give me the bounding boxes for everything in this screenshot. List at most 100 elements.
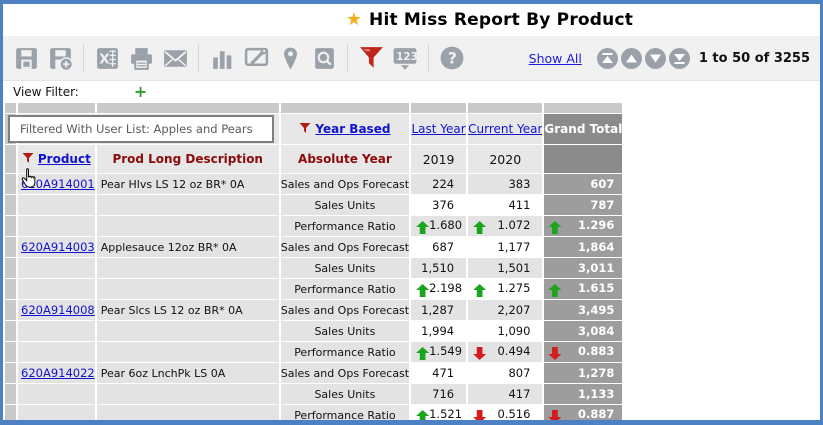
next-page-button[interactable] xyxy=(645,48,666,69)
svg-text:123: 123 xyxy=(396,51,418,63)
save-icon[interactable] xyxy=(10,42,42,74)
current-year-value: 1.275 xyxy=(468,279,542,299)
description-header: Prod Long Description xyxy=(97,145,279,173)
row-indicator xyxy=(5,195,16,215)
table-row: Performance Ratio 1.549 0.494 0.883 xyxy=(5,342,622,362)
grand-total-value: 3,495 xyxy=(544,300,622,320)
last-year-header[interactable]: Last Year xyxy=(411,114,466,144)
row-indicator xyxy=(5,216,16,236)
product-description: Pear 6oz LnchPk LS 0A xyxy=(97,363,279,383)
table-top-strip xyxy=(5,103,622,113)
metric-label: Sales and Ops Forecast xyxy=(281,237,409,257)
grand-total-value: 787 xyxy=(544,195,622,215)
map-pin-icon[interactable] xyxy=(274,42,306,74)
product-description: Pear Hlvs LS 12 oz BR* 0A xyxy=(97,174,279,194)
filter-icon[interactable] xyxy=(355,42,387,74)
metric-label: Sales and Ops Forecast xyxy=(281,174,409,194)
row-indicator xyxy=(5,237,16,257)
toolbar-separator xyxy=(347,44,348,72)
last-year-value: 376 xyxy=(411,195,466,215)
absolute-year-header: Absolute Year xyxy=(281,145,409,173)
product-description: Applesauce 12oz BR* 0A xyxy=(97,237,279,257)
trend-arrow-icon xyxy=(548,347,561,360)
last-year-value: 1,994 xyxy=(411,321,466,341)
toolbar: X 123 ? Show All xyxy=(3,36,820,81)
grand-total-value: 1.615 xyxy=(544,279,622,299)
bar-chart-icon[interactable] xyxy=(206,42,238,74)
row-indicator xyxy=(5,321,16,341)
product-description: Pear Slcs LS 12 oz BR* 0A xyxy=(97,300,279,320)
current-year-value: 1,501 xyxy=(468,258,542,278)
table-row: Sales Units 716 417 1,133 xyxy=(5,384,622,404)
row-indicator xyxy=(5,174,16,194)
show-all-link[interactable]: Show All xyxy=(529,51,582,66)
row-indicator xyxy=(5,300,16,320)
table-row: Performance Ratio 2.198 1.275 1.615 xyxy=(5,279,622,299)
favorite-star-icon[interactable]: ★ xyxy=(346,11,362,29)
number-format-icon[interactable]: 123 xyxy=(389,42,421,74)
filter-tooltip-text: Filtered With User List: Apples and Pear… xyxy=(20,122,253,136)
current-year-value: 411 xyxy=(468,195,542,215)
last-year-value: 1.521 xyxy=(411,405,466,425)
last-year-value: 687 xyxy=(411,237,466,257)
metric-label: Sales Units xyxy=(281,258,409,278)
table-row: 620A914008 Pear Slcs LS 12 oz BR* 0A Sal… xyxy=(5,300,622,320)
trend-arrow-icon xyxy=(473,221,486,234)
grand-total-value: 607 xyxy=(544,174,622,194)
save-as-icon[interactable] xyxy=(44,42,76,74)
last-year-value: 224 xyxy=(411,174,466,194)
table-row: Sales Units 376 411 787 xyxy=(5,195,622,215)
first-page-button[interactable] xyxy=(597,48,618,69)
grand-total-value: 1.296 xyxy=(544,216,622,236)
product-id-link[interactable]: 620A914022 xyxy=(21,366,95,380)
current-year-value: 0.516 xyxy=(468,405,542,425)
metric-label: Performance Ratio xyxy=(281,342,409,362)
add-filter-icon[interactable]: + xyxy=(134,84,147,100)
export-excel-icon[interactable]: X xyxy=(91,42,123,74)
trend-arrow-icon xyxy=(548,410,561,423)
year-based-header[interactable]: Year Based xyxy=(281,114,409,144)
table-row: Performance Ratio 1.680 1.072 1.296 xyxy=(5,216,622,236)
print-icon[interactable] xyxy=(125,42,157,74)
title-bar: ★ Hit Miss Report By Product xyxy=(3,4,820,36)
filter-funnel-icon[interactable] xyxy=(299,122,311,137)
email-icon[interactable] xyxy=(159,42,191,74)
metric-label: Performance Ratio xyxy=(281,279,409,299)
toolbar-separator xyxy=(198,44,199,72)
last-year-value: 716 xyxy=(411,384,466,404)
report-table: Year Based Last Year Current Year Grand … xyxy=(3,102,624,425)
grand-total-value: 3,084 xyxy=(544,321,622,341)
current-year-value: 2,207 xyxy=(468,300,542,320)
grand-total-header: Grand Total xyxy=(544,114,622,144)
metric-label: Performance Ratio xyxy=(281,216,409,236)
metric-label: Sales Units xyxy=(281,321,409,341)
design-view-icon[interactable] xyxy=(240,42,272,74)
view-filter-label: View Filter: xyxy=(13,85,79,99)
svg-text:X: X xyxy=(99,51,110,67)
svg-text:?: ? xyxy=(448,50,457,68)
grand-total-value: 3,011 xyxy=(544,258,622,278)
search-document-icon[interactable] xyxy=(308,42,340,74)
trend-arrow-icon xyxy=(416,284,429,297)
table-row: Sales Units 1,510 1,501 3,011 xyxy=(5,258,622,278)
grand-total-value: 0.883 xyxy=(544,342,622,362)
product-id-link[interactable]: 620A914003 xyxy=(21,240,95,254)
row-indicator xyxy=(5,363,16,383)
help-icon[interactable]: ? xyxy=(436,42,468,74)
previous-page-button[interactable] xyxy=(621,48,642,69)
table-row: 620A914003 Applesauce 12oz BR* 0A Sales … xyxy=(5,237,622,257)
last-year-value: 1.680 xyxy=(411,216,466,236)
last-page-button[interactable] xyxy=(669,48,690,69)
current-year-value: 807 xyxy=(468,363,542,383)
last-year-value: 1,510 xyxy=(411,258,466,278)
row-indicator xyxy=(5,342,16,362)
current-year-value: 1.072 xyxy=(468,216,542,236)
report-table-area: Year Based Last Year Current Year Grand … xyxy=(3,102,820,425)
trend-arrow-icon xyxy=(548,221,561,234)
current-year-header[interactable]: Current Year xyxy=(468,114,542,144)
last-year-value: 471 xyxy=(411,363,466,383)
filter-funnel-icon[interactable] xyxy=(22,152,34,167)
product-id-link[interactable]: 620A914008 xyxy=(21,303,95,317)
grand-total-value: 1,133 xyxy=(544,384,622,404)
trend-arrow-icon xyxy=(416,221,429,234)
